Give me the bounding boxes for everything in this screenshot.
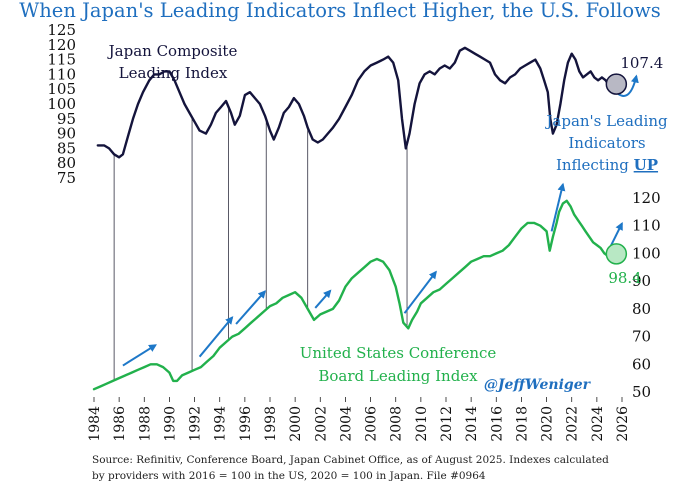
trend-arrow-1: [198, 316, 234, 358]
us-end-marker: 98.4: [605, 243, 642, 287]
japan-axis-tick-4: 105: [47, 80, 76, 98]
x-tick-label-4: 1992: [188, 406, 204, 442]
us-axis-tick-3: 90: [632, 272, 651, 290]
trend-arrows: [122, 74, 639, 367]
trend-arrow-0: [122, 344, 157, 367]
japan-axis-tick-9: 80: [57, 154, 76, 172]
x-tick-label-10: 2004: [338, 406, 354, 442]
x-tick-label-17: 2018: [514, 406, 530, 442]
japan-axis-tick-1: 120: [47, 36, 76, 54]
series-lines: [92, 46, 618, 391]
us-axis-tick-1: 110: [632, 217, 661, 235]
annotation-line-3: Inflecting UP: [556, 156, 658, 174]
x-tick-label-1: 1986: [112, 406, 128, 442]
x-tick-label-9: 2002: [313, 406, 329, 442]
us-axis-ticks: 120 110 100 90 80 70 60 50: [632, 189, 661, 401]
x-tick-label-5: 1994: [213, 406, 229, 442]
japan-axis-tick-5: 100: [47, 95, 76, 113]
japan-end-circle: [605, 73, 628, 95]
us-series-label-line-1: United States Conference: [300, 344, 497, 362]
author-handle: @JeffWeniger: [484, 377, 592, 393]
japan-end-marker: 107.4: [605, 54, 663, 95]
japan-series-label: Japan Composite Leading Index: [107, 42, 238, 82]
x-tick-label-20: 2024: [590, 406, 606, 442]
us-axis-tick-2: 100: [632, 244, 661, 262]
japan-curved-arrow: [617, 74, 639, 97]
annotation-line-1: Japan's Leading: [544, 112, 668, 130]
x-tick-label-19: 2022: [565, 406, 581, 442]
japan-series-label-line-1: Japan Composite: [107, 42, 238, 60]
us-axis-tick-4: 80: [632, 300, 651, 318]
us-series-label-line-2: Board Leading Index: [318, 367, 478, 385]
x-tick-label-21: 2026: [615, 406, 631, 442]
japan-axis-tick-3: 110: [47, 65, 76, 83]
japan-axis-tick-6: 95: [57, 110, 76, 128]
trend-arrow-3: [314, 289, 332, 309]
trend-arrow-5: [550, 182, 566, 232]
x-axis-ticks: 1984 1986 1988 1990 1992 1994 1996 1998 2000 2002…: [87, 397, 631, 442]
japan-leading-index-line: [96, 46, 618, 159]
annotation-inflecting: Inflecting: [556, 156, 634, 174]
japan-series-label-line-2: Leading Index: [119, 64, 228, 82]
us-axis-tick-6: 60: [632, 355, 651, 373]
us-axis-tick-7: 50: [632, 383, 651, 401]
japan-axis-tick-10: 75: [57, 169, 76, 187]
japan-axis-tick-7: 90: [57, 125, 76, 143]
japan-end-value: 107.4: [620, 54, 663, 72]
x-tick-label-16: 2016: [489, 406, 505, 442]
x-tick-label-0: 1984: [87, 406, 103, 442]
us-series-label: United States Conference Board Leading I…: [300, 344, 497, 385]
x-tick-label-13: 2010: [414, 406, 430, 442]
annotation-line-2: Indicators: [568, 134, 645, 152]
x-tick-label-3: 1990: [162, 406, 178, 442]
x-tick-label-15: 2014: [464, 406, 480, 442]
source-note: Source: Refinitiv, Conference Board, Jap…: [92, 454, 609, 482]
us-leading-index-line: [92, 199, 618, 391]
inflection-connector-lines: [113, 106, 408, 381]
x-tick-label-11: 2006: [364, 406, 380, 442]
trend-arrow-4: [403, 270, 437, 314]
us-axis-tick-5: 70: [632, 328, 651, 346]
japan-axis-tick-8: 85: [57, 139, 76, 157]
trend-arrow-2: [235, 290, 267, 325]
x-tick-label-14: 2012: [439, 406, 455, 442]
japan-axis-tick-2: 115: [47, 51, 76, 69]
us-end-circle: [605, 243, 628, 265]
x-tick-label-7: 1998: [263, 406, 279, 442]
x-tick-label-12: 2008: [389, 406, 405, 442]
x-tick-label-2: 1988: [137, 406, 153, 442]
us-axis-tick-0: 120: [632, 189, 661, 207]
japan-axis-tick-0: 125: [47, 21, 76, 39]
trend-arrow-6: [609, 221, 623, 247]
annotation-up: UP: [634, 156, 658, 174]
x-tick-label-6: 1996: [238, 406, 254, 442]
source-line-1: Source: Refinitiv, Conference Board, Jap…: [92, 454, 609, 466]
japan-inflection-annotation: Japan's Leading Indicators Inflecting UP: [544, 112, 668, 174]
chart-title: When Japan's Leading Indicators Inflect …: [19, 0, 661, 22]
x-tick-label-8: 2000: [288, 406, 304, 442]
x-tick-label-18: 2020: [540, 406, 556, 442]
source-line-2: by providers with 2016 = 100 in the US, …: [92, 470, 486, 482]
us-end-value: 98.4: [608, 269, 641, 287]
